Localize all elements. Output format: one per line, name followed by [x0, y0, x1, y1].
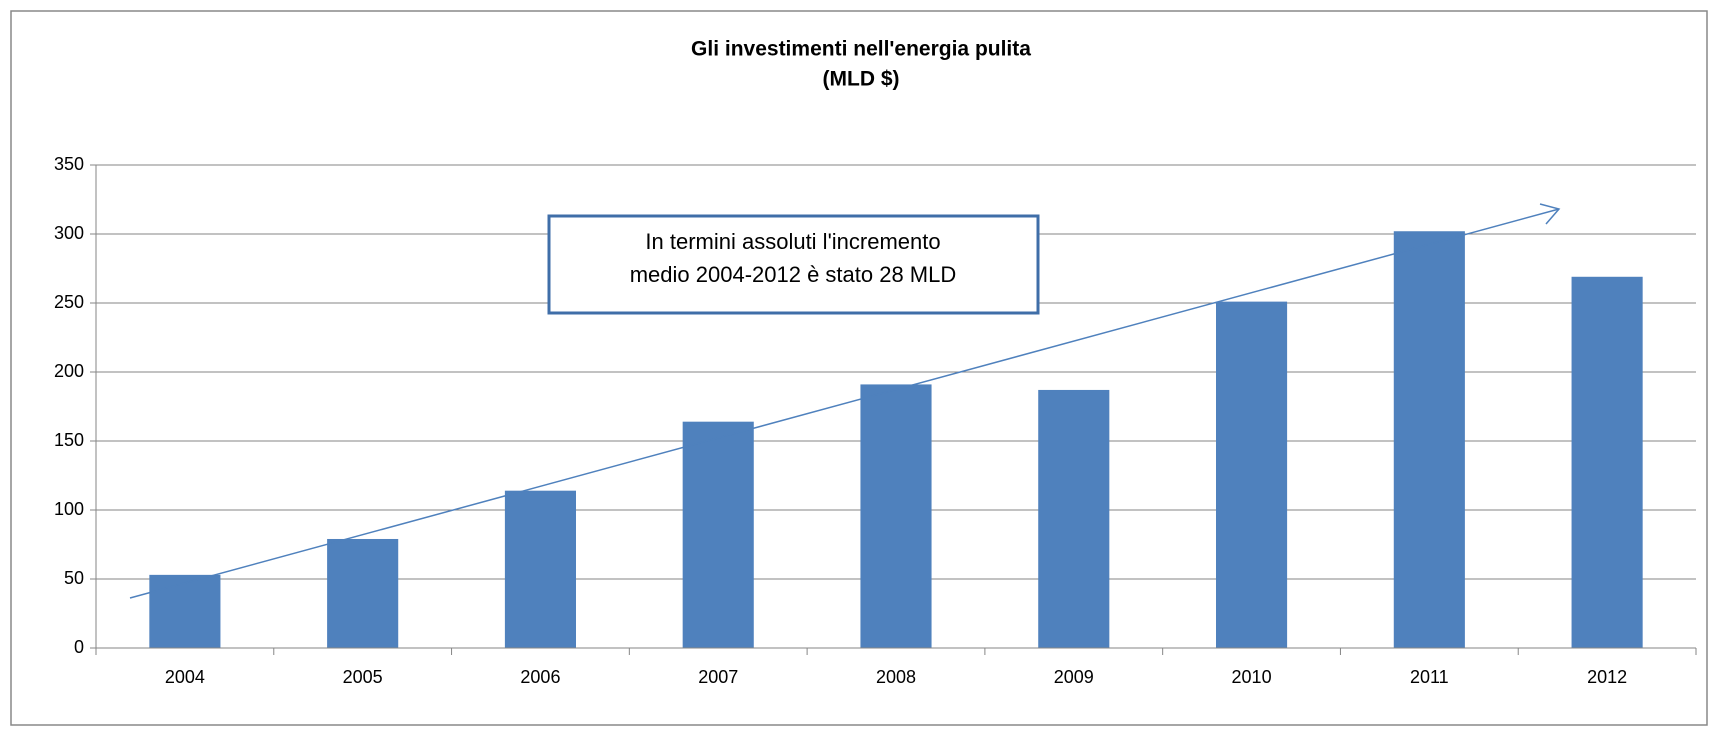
bar: [1393, 231, 1465, 649]
x-tick-label: 2004: [165, 667, 205, 687]
x-tick-label: 2012: [1587, 667, 1627, 687]
bar: [860, 384, 932, 648]
bar: [1571, 276, 1643, 648]
plot-area: 0 50 100 150 200 250 300 350 2004 2005 2006 2007 200…: [54, 154, 1697, 687]
x-tick-label: 2008: [876, 667, 916, 687]
chart-subtitle: (MLD $): [823, 68, 900, 91]
trend-arrow: [129, 203, 1561, 599]
y-tick-label: 0: [74, 637, 84, 657]
x-tick-label: 2011: [1410, 667, 1449, 687]
bar: [1038, 389, 1110, 648]
x-tick-label: 2007: [698, 667, 738, 687]
x-tick-label: 2009: [1054, 667, 1094, 687]
bar: [1216, 301, 1288, 648]
chart-title: Gli investimenti nell'energia pulita: [691, 38, 1031, 61]
y-tick-label: 50: [64, 568, 84, 588]
arrow-head: [1539, 203, 1561, 225]
bar: [149, 574, 221, 648]
x-tick-label: 2010: [1232, 667, 1272, 687]
y-tick-label: 200: [54, 361, 84, 381]
y-tick-label: 350: [54, 154, 84, 174]
bar: [682, 421, 754, 648]
bar: [327, 538, 399, 648]
y-tick-label: 300: [54, 223, 84, 243]
x-tick-label: 2006: [520, 667, 560, 687]
annotation-line: In termini assoluti l'incremento: [645, 229, 940, 254]
annotation-box: [547, 214, 1040, 315]
trend-line: [129, 208, 1560, 599]
y-tick-label: 150: [54, 430, 84, 450]
y-tick-label: 100: [54, 499, 84, 519]
x-tick-label: 2005: [343, 667, 383, 687]
annotation-line: medio 2004-2012 è stato 28 MLD: [630, 262, 957, 287]
y-tick-label: 250: [54, 292, 84, 312]
bar: [504, 490, 576, 648]
